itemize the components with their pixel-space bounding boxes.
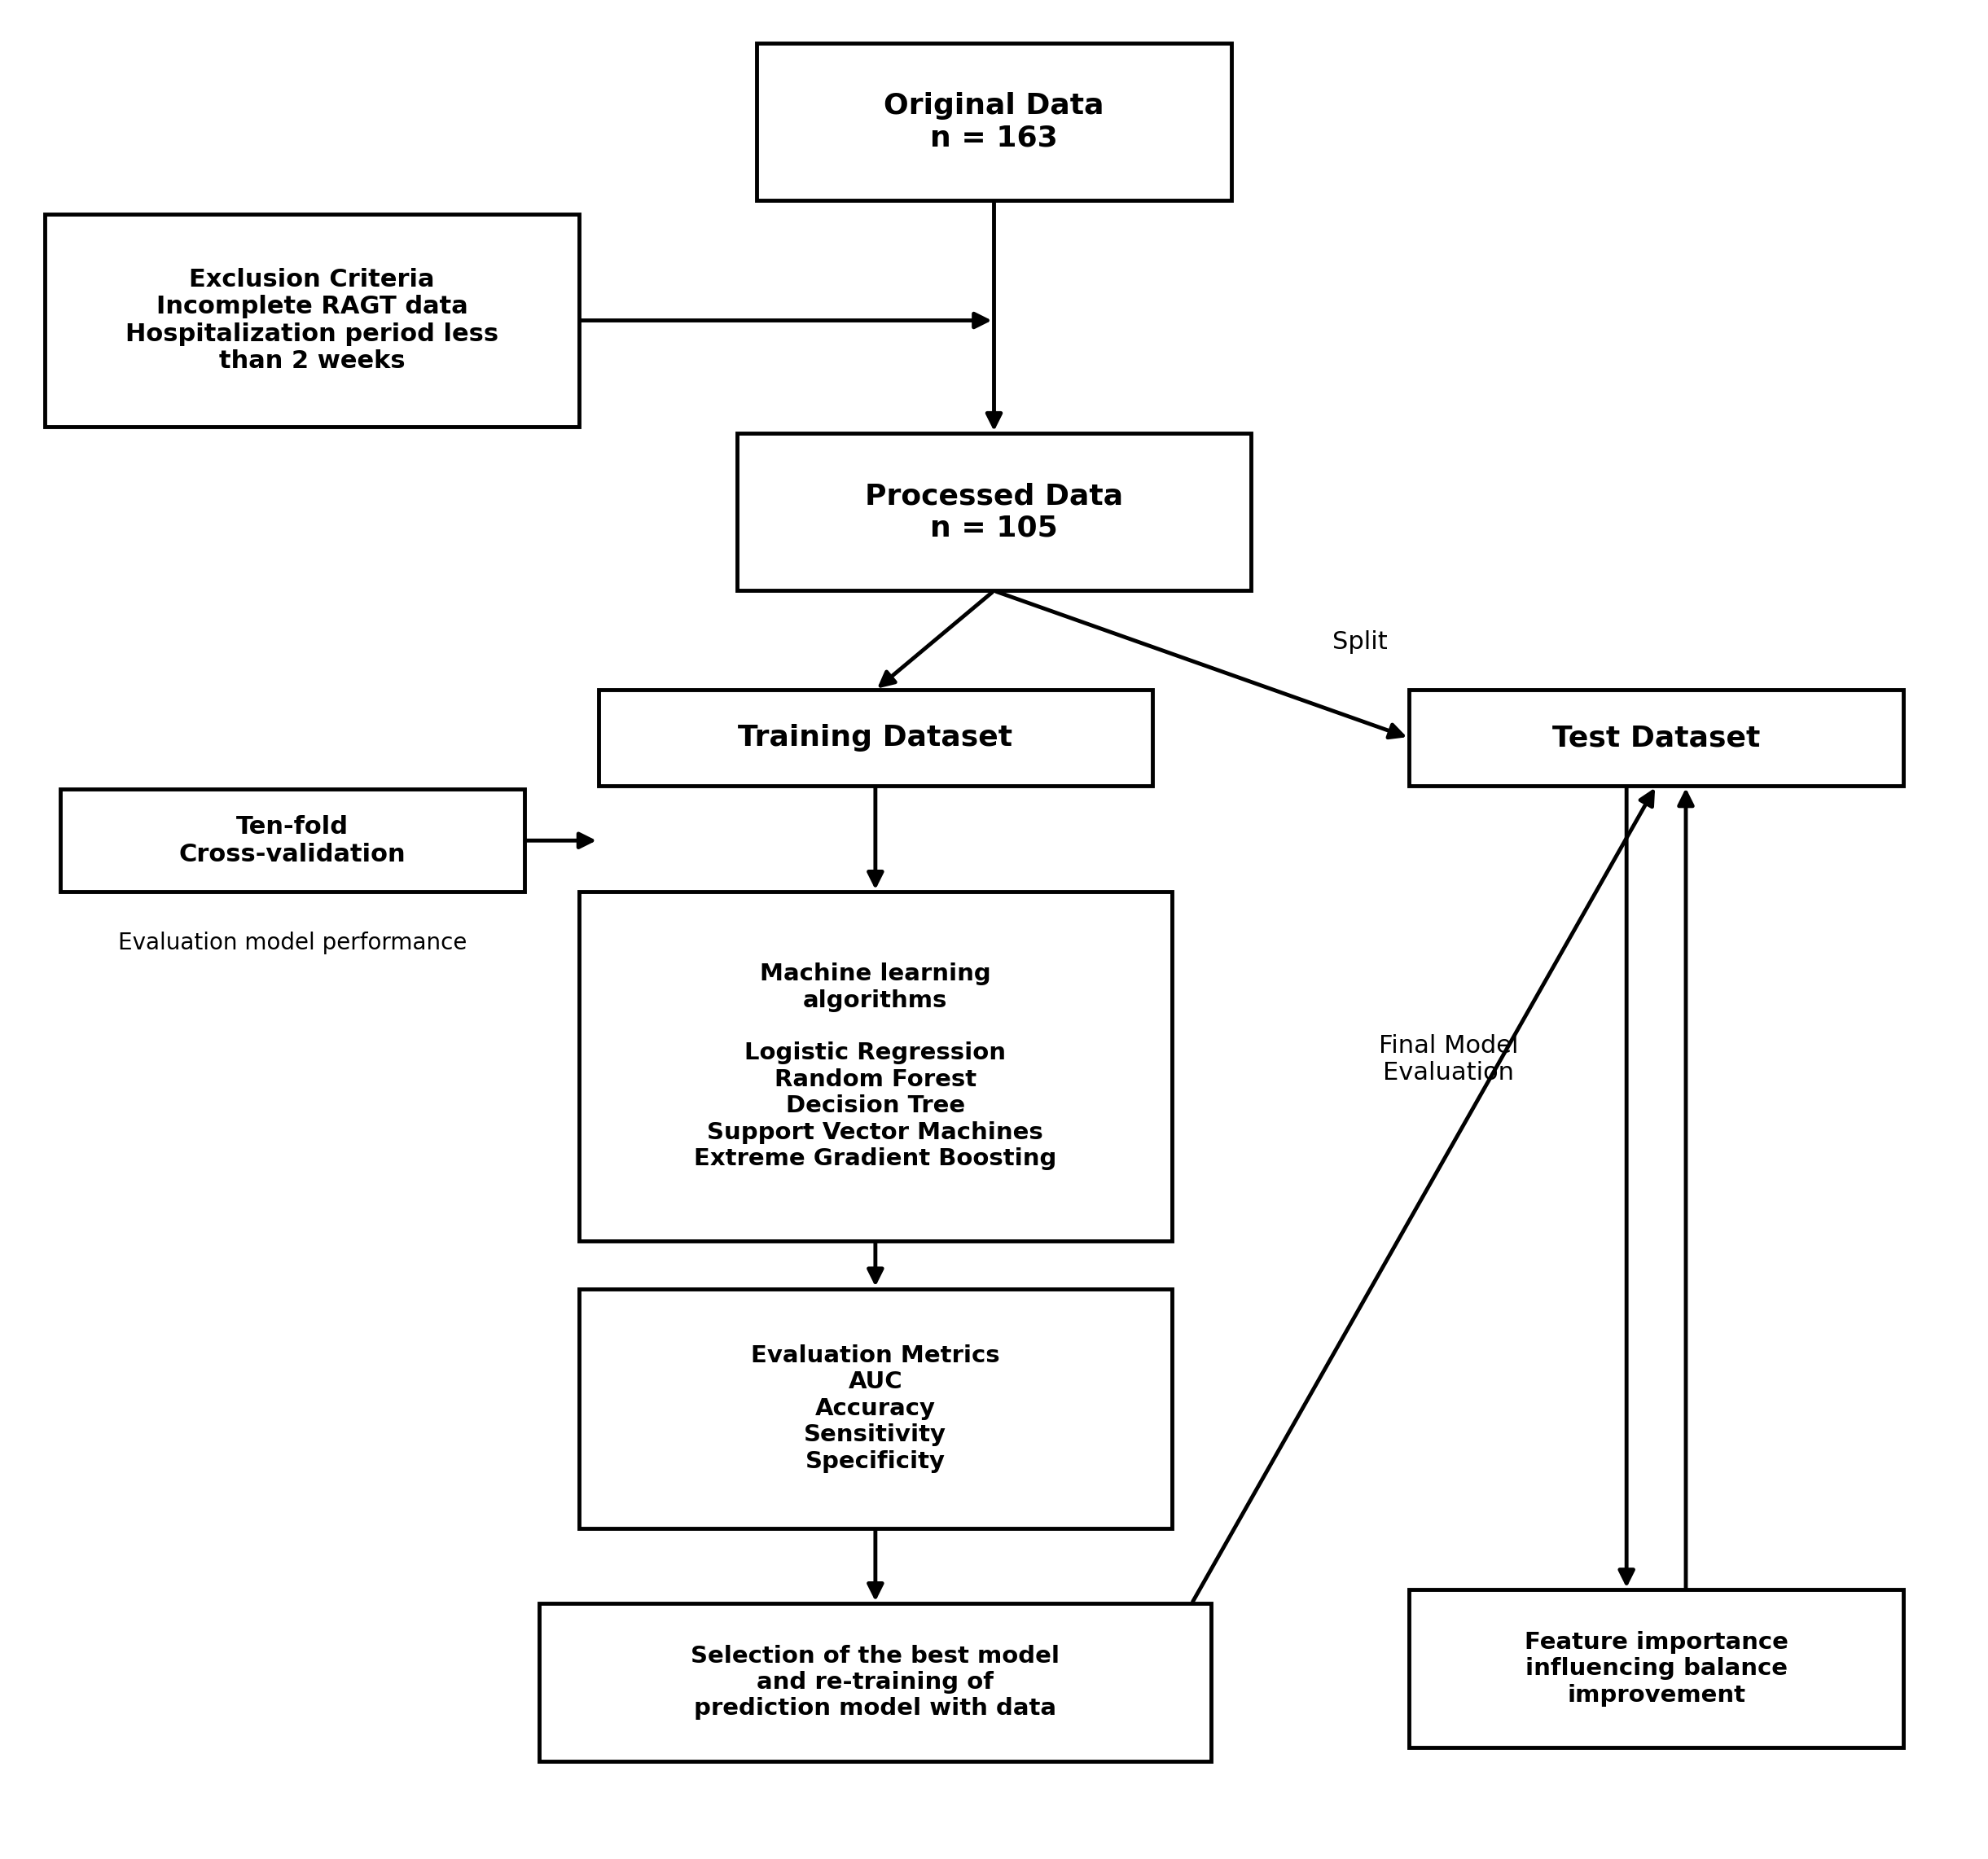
Text: Evaluation model performance: Evaluation model performance [117,931,467,954]
Text: Split: Split [1332,630,1388,654]
Bar [60,790,525,892]
Text: Processed Data
n = 105: Processed Data n = 105 [865,481,1123,543]
Bar [579,892,1171,1240]
Bar [579,1288,1171,1528]
Bar [539,1604,1211,1760]
Bar [738,433,1250,591]
Text: Exclusion Criteria
Incomplete RAGT data
Hospitalization period less
than 2 weeks: Exclusion Criteria Incomplete RAGT data … [125,268,499,374]
Bar [46,214,579,426]
Text: Machine learning
algorithms

Logistic Regression
Random Forest
Decision Tree
Sup: Machine learning algorithms Logistic Reg… [694,963,1058,1169]
Text: Ten-fold
Cross-validation: Ten-fold Cross-validation [179,814,406,866]
Bar [1409,690,1903,786]
Text: Feature importance
influencing balance
improvement: Feature importance influencing balance i… [1525,1630,1787,1707]
Text: Selection of the best model
and re-training of
prediction model with data: Selection of the best model and re-train… [692,1645,1060,1720]
Bar [757,43,1231,201]
Text: Final Model
Evaluation: Final Model Evaluation [1380,1034,1519,1086]
Bar [1409,1589,1903,1747]
Text: Evaluation Metrics
AUC
Accuracy
Sensitivity
Specificity: Evaluation Metrics AUC Accuracy Sensitiv… [751,1344,1000,1472]
Bar [598,690,1153,786]
Text: Original Data
n = 163: Original Data n = 163 [885,93,1103,152]
Text: Training Dataset: Training Dataset [738,723,1012,751]
Text: Test Dataset: Test Dataset [1553,723,1759,751]
